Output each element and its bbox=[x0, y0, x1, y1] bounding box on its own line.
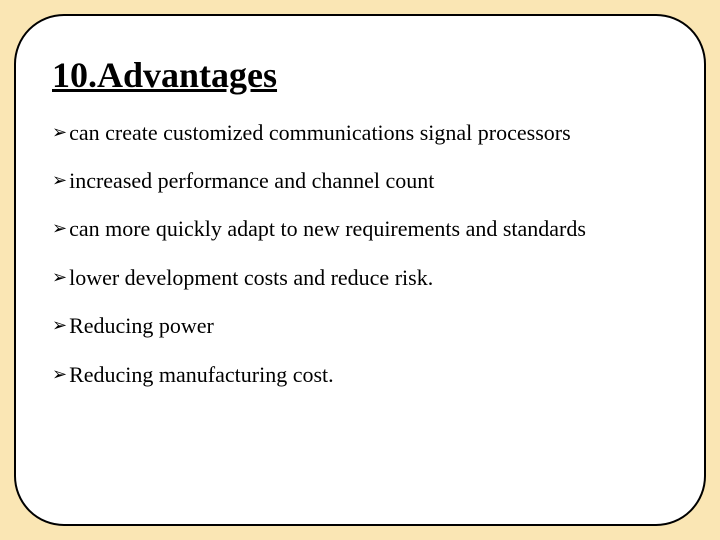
slide-card: 10.Advantages ➢ can create customized co… bbox=[14, 14, 706, 526]
slide-title: 10.Advantages bbox=[52, 56, 672, 96]
list-item-text: Reducing power bbox=[69, 313, 214, 339]
list-item-text: can create customized communications sig… bbox=[69, 120, 571, 146]
list-item: ➢ can more quickly adapt to new requirem… bbox=[52, 216, 672, 242]
list-item: ➢ Reducing power bbox=[52, 313, 672, 339]
list-item: ➢ Reducing manufacturing cost. bbox=[52, 362, 672, 388]
list-item-text: Reducing manufacturing cost. bbox=[69, 362, 334, 388]
list-item: ➢ increased performance and channel coun… bbox=[52, 168, 672, 194]
list-item-text: increased performance and channel count bbox=[69, 168, 434, 194]
slide-outer: 10.Advantages ➢ can create customized co… bbox=[0, 0, 720, 540]
list-item-text: can more quickly adapt to new requiremen… bbox=[69, 216, 586, 242]
chevron-right-icon: ➢ bbox=[52, 313, 67, 337]
list-item: ➢ can create customized communications s… bbox=[52, 120, 672, 146]
chevron-right-icon: ➢ bbox=[52, 362, 67, 386]
chevron-right-icon: ➢ bbox=[52, 168, 67, 192]
chevron-right-icon: ➢ bbox=[52, 265, 67, 289]
chevron-right-icon: ➢ bbox=[52, 216, 67, 240]
list-item: ➢ lower development costs and reduce ris… bbox=[52, 265, 672, 291]
chevron-right-icon: ➢ bbox=[52, 120, 67, 144]
list-item-text: lower development costs and reduce risk. bbox=[69, 265, 433, 291]
